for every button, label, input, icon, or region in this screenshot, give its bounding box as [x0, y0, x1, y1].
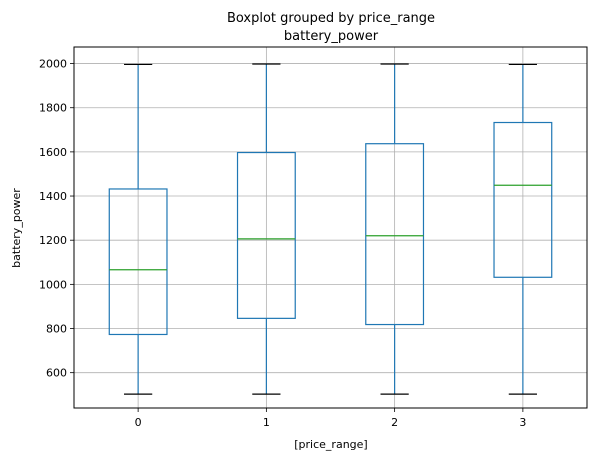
box: [493, 121, 553, 278]
box: [236, 151, 296, 319]
x-tick-label: 1: [263, 416, 270, 429]
chart-subtitle: battery_power: [284, 29, 379, 44]
y-tick-label: 1800: [39, 102, 67, 115]
boxes: [108, 63, 553, 395]
y-tick-label: 600: [46, 367, 67, 380]
y-tick-label: 1200: [39, 234, 67, 247]
y-tick-label: 1400: [39, 190, 67, 203]
y-tick-label: 800: [46, 323, 67, 336]
box: [108, 188, 168, 336]
chart-title: Boxplot grouped by price_range: [227, 11, 435, 26]
x-tick-label: 2: [391, 416, 398, 429]
x-axis-label: [price_range]: [294, 438, 367, 451]
ticks: 600 800 1000 1200 1400 1600 1800 2000 0 1 2 3: [39, 58, 526, 429]
x-tick-label: 0: [135, 416, 142, 429]
box: [365, 143, 425, 326]
y-tick-label: 2000: [39, 58, 67, 71]
y-tick-label: 1000: [39, 278, 67, 291]
x-tick-label: 3: [519, 416, 526, 429]
y-tick-label: 1600: [39, 146, 67, 159]
y-axis-label: battery_power: [10, 188, 23, 268]
plot-frame: [73, 46, 588, 409]
grid: [74, 47, 587, 408]
